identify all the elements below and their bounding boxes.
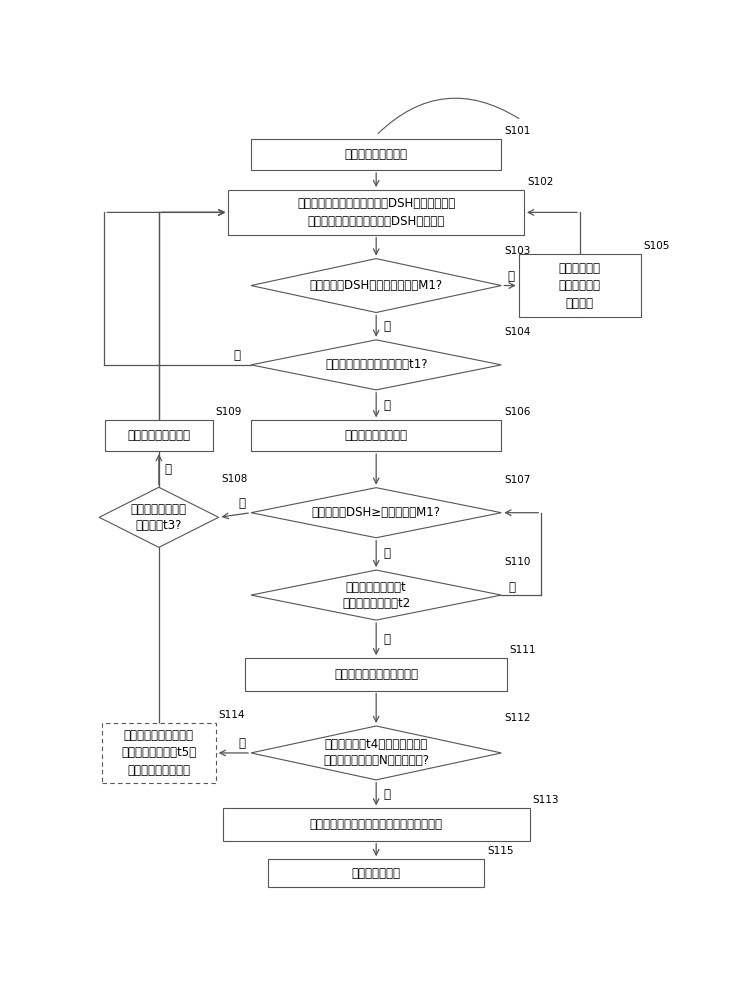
- Text: 是: 是: [383, 399, 390, 412]
- Text: 否: 否: [508, 581, 515, 594]
- Text: 防液击控制结束: 防液击控制结束: [352, 867, 401, 880]
- Text: S101: S101: [504, 126, 531, 136]
- Text: S107: S107: [504, 475, 531, 485]
- Bar: [222, 808, 530, 841]
- Polygon shape: [251, 259, 501, 312]
- Text: 控制计时器开始计时: 控制计时器开始计时: [345, 429, 407, 442]
- Text: 是: 是: [239, 497, 245, 510]
- Text: 计时器的计时时间t
达到第二预设时间t2: 计时器的计时时间t 达到第二预设时间t2: [342, 581, 410, 610]
- Text: S113: S113: [533, 795, 559, 805]
- Polygon shape: [251, 488, 501, 538]
- Text: S114: S114: [219, 710, 245, 720]
- Polygon shape: [251, 726, 501, 780]
- Text: S110: S110: [504, 557, 531, 567]
- Text: 控制室外机在非断电的情况下不可恢复开机: 控制室外机在非断电的情况下不可恢复开机: [310, 818, 443, 831]
- Text: 开启防液击保护控制: 开启防液击保护控制: [345, 148, 407, 161]
- Polygon shape: [251, 340, 501, 390]
- Polygon shape: [251, 570, 501, 620]
- Text: S106: S106: [504, 407, 531, 417]
- Text: 是: 是: [164, 463, 172, 476]
- Bar: [228, 190, 524, 235]
- Bar: [105, 420, 213, 451]
- Polygon shape: [99, 487, 219, 547]
- Text: 否: 否: [239, 737, 245, 750]
- Text: S105: S105: [644, 241, 670, 251]
- Bar: [251, 420, 501, 451]
- Text: S111: S111: [510, 645, 537, 655]
- Text: 实时获取压缩机的排气过热度DSH，并在空调系
统运行过程中对排气过热度DSH进行监测: 实时获取压缩机的排气过热度DSH，并在空调系 统运行过程中对排气过热度DSH进行…: [297, 197, 455, 228]
- Text: S103: S103: [504, 246, 531, 256]
- Text: 控制空调系统的室外机停机: 控制空调系统的室外机停机: [334, 668, 418, 681]
- Text: S108: S108: [222, 474, 248, 484]
- Text: 是: 是: [383, 788, 390, 801]
- Bar: [519, 254, 641, 317]
- Bar: [102, 723, 216, 783]
- Text: 排气过热度DSH≥第一预设值M1?: 排气过热度DSH≥第一预设值M1?: [312, 506, 440, 519]
- Text: 持续时间达到第二
预设时间t3?: 持续时间达到第二 预设时间t3?: [131, 503, 187, 532]
- Text: 是: 是: [383, 320, 390, 333]
- Text: S112: S112: [504, 713, 531, 723]
- Text: 是: 是: [383, 633, 390, 646]
- Text: 排气过热度DSH小于第一预设值M1?: 排气过热度DSH小于第一预设值M1?: [310, 279, 443, 292]
- Text: S115: S115: [487, 846, 514, 856]
- Text: 控制计时器进行清零: 控制计时器进行清零: [128, 429, 190, 442]
- Text: 控制空调系统
的室外机保持
正常运行: 控制空调系统 的室外机保持 正常运行: [559, 262, 601, 310]
- Text: 否: 否: [234, 349, 241, 362]
- Bar: [245, 658, 507, 691]
- Text: 否: 否: [383, 547, 390, 560]
- Bar: [268, 859, 484, 887]
- Text: 否: 否: [507, 270, 514, 283]
- Text: 控制计时器进行清零，
并在第五预设时间t5后
控制室外机重新启动: 控制计时器进行清零， 并在第五预设时间t5后 控制室外机重新启动: [121, 729, 197, 777]
- Text: S109: S109: [216, 407, 242, 417]
- Text: S102: S102: [527, 177, 553, 187]
- Text: 持续时间达到第一预设时间t1?: 持续时间达到第一预设时间t1?: [325, 358, 427, 371]
- Bar: [251, 139, 501, 170]
- Text: 第四预设时间t4内空调系统进行
防液击保护的次数N超过预设次?: 第四预设时间t4内空调系统进行 防液击保护的次数N超过预设次?: [323, 738, 429, 767]
- Text: S104: S104: [504, 327, 531, 337]
